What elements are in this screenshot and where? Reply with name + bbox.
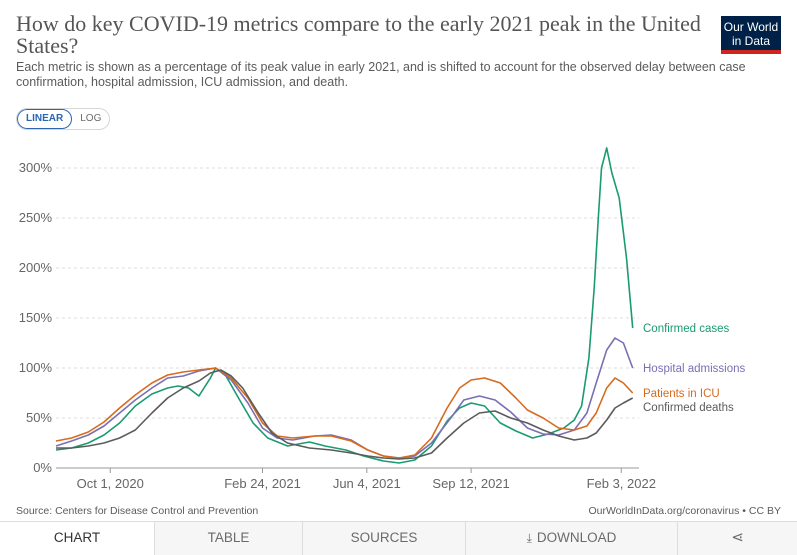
series-lines [55, 147, 634, 464]
line-chart: 0% 50% 100% 150% 200% 250% 300% Oct 1, 2020 Feb … [19, 147, 746, 491]
y-tick-label: 100% [19, 360, 53, 375]
y-tick-label: 300% [19, 160, 53, 175]
log-scale-button[interactable]: LOG [80, 113, 102, 124]
y-tick-label: 200% [19, 260, 53, 275]
credit-link[interactable]: OurWorldInData.org/coronavirus • CC BY [588, 505, 781, 517]
logo-line-1: Our World [723, 20, 779, 34]
linear-scale-button[interactable]: LINEAR [17, 109, 73, 129]
y-tick-label: 50% [26, 410, 52, 425]
download-icon: ⤓ [526, 531, 532, 545]
chart-title: How do key COVID-19 metrics compare to t… [16, 11, 701, 58]
chart-subtitle: Each metric is shown as a percentage of … [16, 60, 746, 89]
x-tick-label: Jun 4, 2021 [333, 476, 401, 491]
share-icon: ⋖ [731, 529, 744, 546]
owid-logo[interactable]: Our World in Data [721, 16, 781, 54]
series-line-confirmed-cases [55, 147, 634, 464]
series-label: Patients in ICU [643, 388, 720, 400]
series-label: Hospital admissions [643, 363, 746, 375]
x-tick-label: Sep 12, 2021 [432, 476, 509, 491]
source-note: Source: Centers for Disease Control and … [16, 505, 259, 517]
download-label: DOWNLOAD [536, 530, 617, 545]
x-tick-label: Oct 1, 2020 [77, 476, 144, 491]
tab-bar: CHART TABLE SOURCES ⤓ DOWNLOAD ⋖ [0, 521, 797, 555]
y-tick-label: 150% [19, 310, 53, 325]
series-labels: Confirmed cases Hospital admissions Patien… [643, 323, 746, 414]
y-tick-label: 250% [19, 210, 53, 225]
x-tick-label: Feb 24, 2021 [224, 476, 301, 491]
axes: 0% 50% 100% 150% 200% 250% 300% Oct 1, 2020 Feb … [19, 160, 656, 491]
tab-download[interactable]: ⤓ DOWNLOAD [466, 522, 678, 555]
tab-table[interactable]: TABLE [155, 522, 303, 555]
series-line-patients-in-icu [55, 367, 634, 459]
grid [56, 167, 639, 469]
logo-line-2: in Data [731, 34, 771, 48]
y-tick-label: 0% [33, 460, 52, 475]
scale-toggle: LINEAR LOG [16, 108, 111, 130]
tab-chart[interactable]: CHART [0, 522, 155, 555]
series-line-confirmed-deaths [56, 369, 634, 460]
tab-sources[interactable]: SOURCES [303, 522, 466, 555]
share-button[interactable]: ⋖ [678, 522, 797, 555]
x-tick-label: Feb 3, 2022 [587, 476, 656, 491]
series-label: Confirmed deaths [643, 402, 734, 414]
series-label: Confirmed cases [643, 323, 730, 335]
